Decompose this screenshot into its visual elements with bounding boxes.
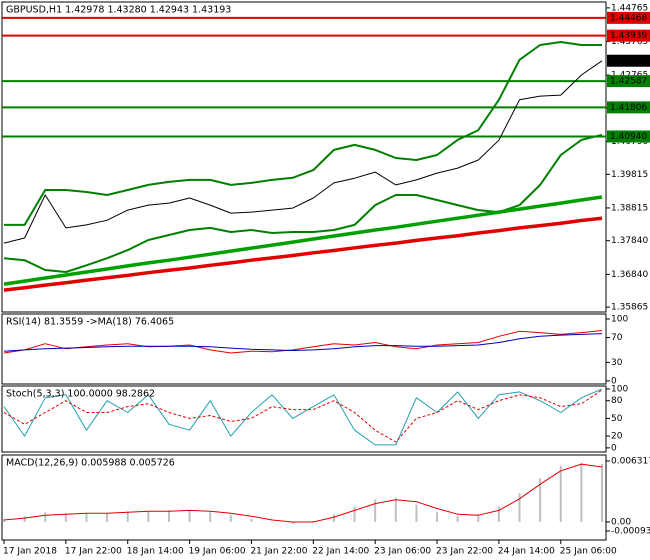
- x-tick-label: 17 Jan 22:00: [65, 547, 122, 557]
- histogram-bar: [271, 521, 274, 523]
- price-tag-label: 1.41806: [610, 103, 647, 113]
- histogram-bar: [456, 516, 459, 522]
- histogram-bar: [44, 512, 47, 522]
- histogram-bar: [147, 511, 150, 522]
- histogram-bar: [312, 520, 315, 522]
- x-tick-label: 24 Jan 14:00: [498, 547, 555, 557]
- pane-frame: [1, 313, 607, 385]
- y-tick-label: 1.44765: [611, 3, 648, 13]
- y-tick-label: 1.37840: [611, 236, 648, 246]
- series-line: [3, 388, 603, 446]
- y-tick-label: 30: [611, 358, 623, 368]
- series-line: [3, 389, 603, 443]
- histogram-bar: [436, 512, 439, 522]
- price-tag-label: 1.44468: [610, 13, 647, 23]
- x-tick-label: 25 Jan 06:00: [560, 547, 617, 557]
- y-tick-label: 0: [611, 376, 617, 386]
- histogram-bar: [85, 513, 88, 522]
- histogram-bar: [332, 514, 335, 522]
- pane-title: GBPUSD,H1 1.42978 1.43280 1.42943 1.4319…: [6, 5, 231, 16]
- histogram-bar: [188, 510, 191, 522]
- y-tick-label: 1.36840: [611, 270, 648, 280]
- y-tick-label: 100: [611, 384, 628, 394]
- y-tick-label: 0.006317: [611, 457, 650, 467]
- price-tag-label: 1.42587: [610, 77, 647, 87]
- y-tick-label: 50: [611, 414, 623, 424]
- series-line: [3, 333, 603, 352]
- y-tick-label: 0.00: [611, 517, 631, 527]
- y-tick-label: 1.39815: [611, 170, 648, 180]
- histogram-bar: [64, 513, 67, 522]
- price-tag-label: 1.40940: [610, 132, 647, 142]
- histogram-bar: [559, 465, 562, 522]
- x-tick-label: 17 Jan 2018: [3, 547, 57, 557]
- histogram-bar: [3, 519, 5, 522]
- series-line: [3, 216, 603, 292]
- histogram-bar: [394, 497, 397, 522]
- histogram-bar: [23, 516, 26, 522]
- histogram-bar: [126, 511, 129, 522]
- price-tag-label: 1.43939: [610, 31, 647, 41]
- histogram-bar: [353, 506, 356, 522]
- histogram-bar: [209, 512, 212, 522]
- price-tag: [607, 75, 650, 88]
- x-tick-label: 23 Jan 06:00: [374, 547, 431, 557]
- price-tag: [607, 11, 650, 24]
- series-line: [3, 463, 603, 523]
- price-tag: [607, 101, 650, 114]
- y-tick-label: 80: [611, 396, 623, 406]
- y-tick-label: 100: [611, 314, 628, 324]
- y-tick-label: 70: [611, 333, 623, 343]
- histogram-bar: [106, 513, 109, 522]
- histogram-bar: [539, 478, 542, 522]
- x-tick-label: 23 Jan 22:00: [436, 547, 493, 557]
- pane-frame: [1, 385, 607, 453]
- price-tag: [607, 29, 650, 42]
- pane-title: RSI(14) 81.3559 ->MA(18) 76.4065: [6, 317, 174, 328]
- histogram-bar: [250, 519, 253, 522]
- histogram-bar: [291, 521, 294, 524]
- pane-title: MACD(12,26,9) 0.005988 0.005726: [6, 458, 175, 469]
- y-tick-label: 20: [611, 432, 623, 442]
- histogram-bar: [580, 463, 583, 522]
- pane-title: Stoch(5,3,3) 100.0000 98.2862: [6, 389, 155, 400]
- x-tick-label: 18 Jan 14:00: [127, 547, 184, 557]
- price-tag: [607, 54, 650, 67]
- y-tick-label: 1.35865: [611, 303, 648, 313]
- pane-frame: [1, 1, 607, 313]
- y-tick-label: 1.43765: [611, 37, 648, 47]
- histogram-bar: [497, 506, 500, 522]
- series-line: [3, 330, 603, 354]
- price-tag: [607, 130, 650, 143]
- histogram-bar: [374, 499, 377, 522]
- histogram-bar: [415, 504, 418, 522]
- y-tick-label: -0.000935: [611, 526, 650, 536]
- y-tick-label: 0: [611, 443, 617, 453]
- price-tag-label: 1.43193: [610, 56, 647, 66]
- y-tick-label: 1.38815: [611, 203, 648, 213]
- pane-frame: [1, 454, 607, 541]
- histogram-bar: [477, 514, 480, 522]
- histogram-bar: [601, 464, 603, 522]
- x-tick-label: 22 Jan 14:00: [312, 547, 369, 557]
- histogram-bar: [167, 510, 170, 522]
- histogram-bar: [229, 515, 232, 522]
- series-line: [4, 41, 602, 226]
- histogram-bar: [518, 493, 521, 522]
- x-tick-label: 19 Jan 06:00: [189, 547, 246, 557]
- series-line: [3, 195, 603, 286]
- series-line: [3, 60, 603, 244]
- x-tick-label: 21 Jan 22:00: [250, 547, 307, 557]
